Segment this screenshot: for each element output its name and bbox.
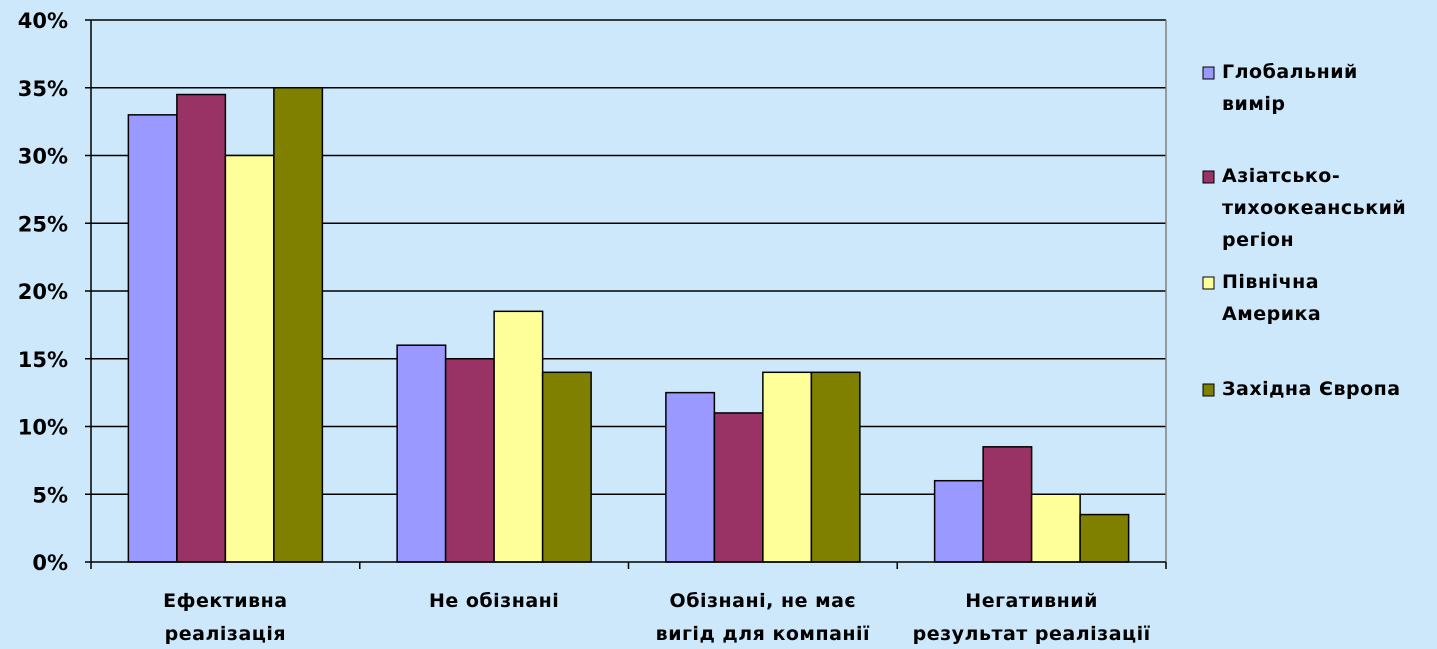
bar: [541, 371, 592, 563]
bar: [665, 391, 716, 563]
bar: [176, 93, 227, 563]
legend-label: Азіатсько-тихоокеанський регіон: [1222, 165, 1406, 251]
legend: Глобальний вимір Азіатсько-тихоокеанський р…: [1202, 61, 1406, 400]
bar: [810, 371, 861, 563]
bar: [933, 479, 984, 563]
bar: [1079, 513, 1130, 563]
bar: [444, 358, 495, 563]
x-tick-label: Не обізнані: [429, 590, 559, 612]
y-tick-labels: 0% 5% 10% 15% 20% 25% 30% 35% 40%: [18, 9, 68, 575]
bar: [127, 114, 178, 563]
legend-label: Західна Європа: [1222, 378, 1401, 400]
x-tick-labels: Ефективна реалізація Не обізнані Обізнані, …: [163, 590, 1150, 645]
legend-item: Північна Америка: [1202, 271, 1321, 325]
legend-swatch: [1202, 66, 1215, 80]
y-tick-label: 35%: [18, 77, 68, 101]
x-tick-label: Негативний результат реалізації: [913, 590, 1151, 645]
bar: [396, 344, 447, 563]
bar: [713, 412, 764, 563]
y-tick-label: 25%: [18, 212, 68, 236]
legend-swatch: [1202, 276, 1215, 290]
bars: [127, 87, 1130, 563]
bar: [982, 446, 1033, 563]
y-tick-label: 10%: [18, 416, 68, 440]
legend-swatch: [1202, 383, 1215, 397]
y-tick-label: 20%: [18, 280, 68, 304]
axes: [85, 19, 1167, 569]
bar: [273, 87, 324, 563]
legend-item: Глобальний вимір: [1202, 61, 1358, 115]
legend-label: Глобальний вимір: [1222, 61, 1358, 115]
y-tick-label: 30%: [18, 145, 68, 169]
y-tick-label: 40%: [18, 9, 68, 33]
y-tick-label: 15%: [18, 348, 68, 372]
x-tick-label: Ефективна реалізація: [163, 590, 287, 645]
legend-swatch: [1202, 170, 1215, 184]
bar: [762, 371, 813, 563]
legend-item: Азіатсько-тихоокеанський регіон: [1202, 165, 1406, 251]
y-tick-label: 5%: [32, 483, 68, 507]
bar: [224, 154, 275, 563]
bar: [1030, 493, 1081, 563]
legend-item: Західна Європа: [1202, 378, 1401, 400]
x-tick-label: Обізнані, не має вигід для компанії: [656, 590, 870, 645]
legend-label: Північна Америка: [1222, 271, 1321, 325]
y-tick-label: 0%: [32, 551, 68, 575]
bar: [493, 310, 544, 563]
